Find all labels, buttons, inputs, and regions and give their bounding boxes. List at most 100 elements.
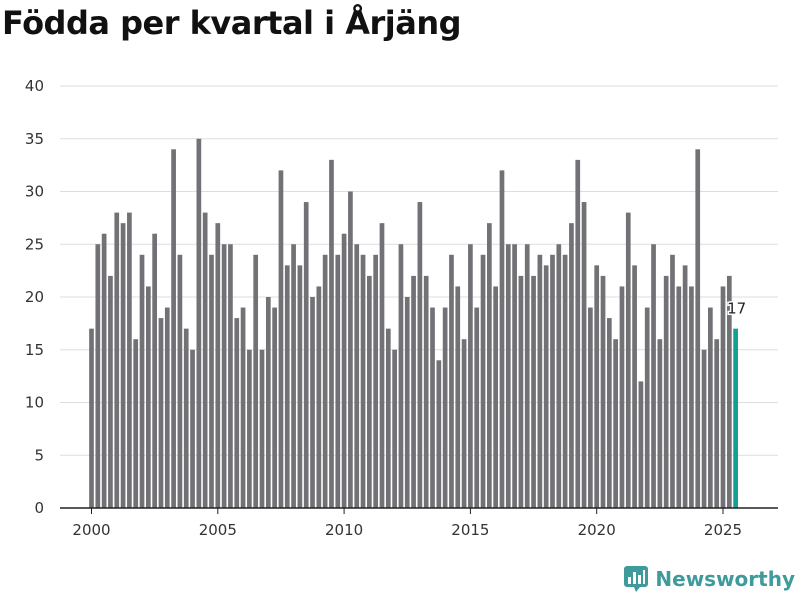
bar <box>329 159 334 508</box>
bar <box>575 159 581 508</box>
bar <box>133 339 139 508</box>
bar <box>537 254 543 508</box>
bar <box>341 233 347 508</box>
bar <box>726 275 732 508</box>
last-value-label: 17 <box>727 300 746 318</box>
bar <box>733 328 738 508</box>
bar <box>145 286 151 508</box>
bar <box>695 149 701 509</box>
bar <box>240 307 246 508</box>
bar <box>676 286 682 508</box>
bar <box>360 254 366 508</box>
bar <box>354 244 360 508</box>
bar <box>663 275 669 508</box>
bar <box>139 254 145 508</box>
bar <box>430 307 435 508</box>
bar <box>120 223 126 508</box>
bar <box>644 307 650 508</box>
chart-title: Födda per kvartal i Årjäng <box>2 4 462 42</box>
bar <box>190 349 195 508</box>
x-tick-label: 2005 <box>199 521 237 539</box>
bar <box>657 339 663 508</box>
bar <box>101 233 107 508</box>
bar <box>543 265 549 508</box>
y-tick-label: 20 <box>25 288 44 306</box>
bar <box>581 202 587 509</box>
bar <box>404 297 410 508</box>
bar <box>177 254 183 508</box>
bar <box>480 254 486 508</box>
y-tick-label: 0 <box>34 499 44 517</box>
bar <box>461 339 467 508</box>
bar <box>689 286 694 508</box>
bar <box>247 349 252 508</box>
bar <box>714 339 720 508</box>
y-tick-label: 35 <box>25 130 44 148</box>
bar <box>606 318 612 508</box>
bar <box>720 286 726 508</box>
bar <box>259 349 265 508</box>
bar <box>442 307 448 508</box>
bars <box>89 138 738 509</box>
bar <box>297 265 303 508</box>
x-tick-label: 2015 <box>451 521 489 539</box>
bar <box>183 328 189 508</box>
bar <box>171 149 176 509</box>
bar <box>108 275 113 508</box>
bar <box>196 138 202 508</box>
brand-name: Newsworthy <box>655 567 795 591</box>
y-tick-label: 5 <box>34 446 44 464</box>
bar <box>638 381 644 508</box>
bar <box>202 212 208 508</box>
bar <box>303 202 309 509</box>
y-tick-label: 15 <box>25 341 44 359</box>
newsworthy-logo: Newsworthy <box>624 566 795 592</box>
bar <box>348 191 353 508</box>
x-tick-label: 2020 <box>578 521 616 539</box>
bar <box>152 233 157 508</box>
bar <box>164 307 170 508</box>
bar <box>265 297 271 508</box>
bar <box>651 244 656 508</box>
bar <box>335 254 341 508</box>
bar <box>550 254 555 508</box>
bar <box>499 170 505 508</box>
bar <box>411 275 416 508</box>
bar <box>316 286 322 508</box>
bar <box>417 202 423 509</box>
data-labels: 17 <box>726 298 748 319</box>
x-tick-label: 2000 <box>72 521 110 539</box>
y-tick-label: 10 <box>25 394 44 412</box>
bar <box>310 297 315 508</box>
bar <box>474 307 480 508</box>
bar <box>600 275 606 508</box>
bar <box>632 265 637 508</box>
newsworthy-icon <box>624 566 649 592</box>
bar <box>379 223 385 508</box>
bar <box>613 339 618 508</box>
bar <box>556 244 562 508</box>
bar <box>228 244 233 508</box>
bar <box>436 360 442 508</box>
bar <box>215 223 221 508</box>
bar <box>708 307 713 508</box>
bar <box>221 244 227 508</box>
bar <box>505 244 511 508</box>
bar <box>625 212 631 508</box>
x-axis: 2000 2005 2010 2015 2020 2025 <box>60 507 778 539</box>
bar <box>373 254 379 508</box>
bar <box>127 212 132 508</box>
bar <box>392 349 397 508</box>
bar <box>682 265 688 508</box>
bar <box>594 265 600 508</box>
y-tick-label: 25 <box>25 235 44 253</box>
bar <box>531 275 536 508</box>
bar <box>114 212 120 508</box>
bar <box>701 349 707 508</box>
bar <box>272 307 277 508</box>
bar <box>278 170 284 508</box>
bar <box>367 275 372 508</box>
x-tick-label: 2025 <box>704 521 742 539</box>
bar <box>518 275 524 508</box>
